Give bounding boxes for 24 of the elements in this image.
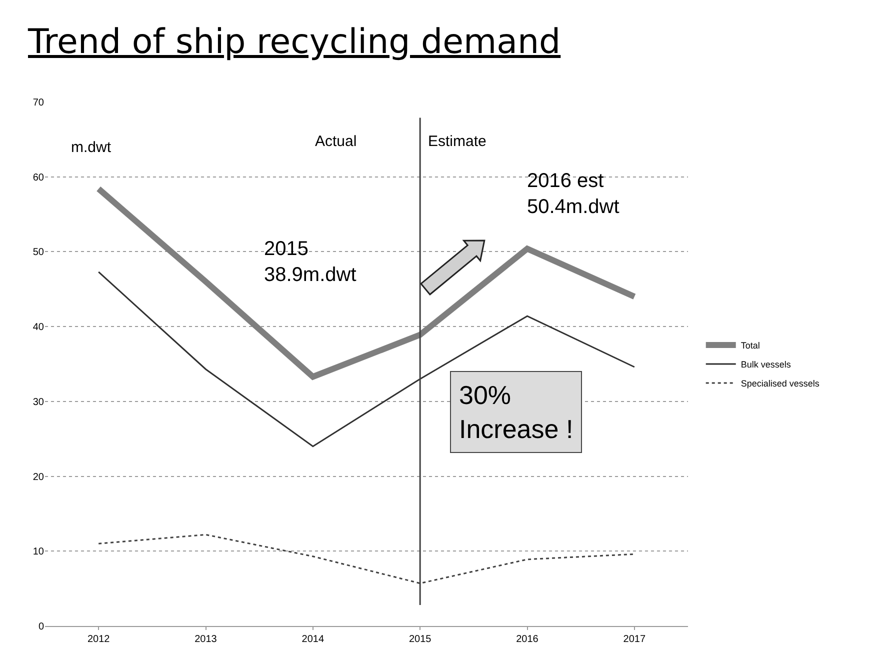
annotation: 2016 est 50.4m.dwt <box>527 170 620 218</box>
x-tick-label: 2014 <box>302 634 324 645</box>
y-tick-label: 70 <box>32 98 44 108</box>
y-tick-label: 10 <box>32 546 44 558</box>
x-tick-label: 2015 <box>408 634 432 645</box>
y-tick-label: 20 <box>32 472 44 483</box>
annotation: Actual <box>315 133 357 150</box>
legend-label: Bulk vessels <box>740 360 792 370</box>
x-tick-label: 2017 <box>623 634 646 645</box>
y-tick-label: 30 <box>32 396 44 408</box>
annotation: 30% Increase ! <box>459 380 574 444</box>
y-tick-label: 50 <box>32 247 44 258</box>
annotation: 2015 38.9m.dwt <box>264 238 357 286</box>
y-tick-label: 60 <box>32 172 44 184</box>
legend-label: Total <box>740 340 760 351</box>
x-tick-label: 2012 <box>87 634 110 645</box>
x-tick-label: 2013 <box>194 634 218 645</box>
legend-label: Specialised vessels <box>740 378 820 389</box>
annotation: m.dwt <box>71 139 112 156</box>
chart-title: Trend of ship recycling demand <box>28 22 561 62</box>
annotation: Estimate <box>428 133 486 150</box>
y-tick-label: 40 <box>32 322 44 334</box>
x-tick-label: 2016 <box>516 634 539 645</box>
y-tick-label: 0 <box>38 622 44 632</box>
